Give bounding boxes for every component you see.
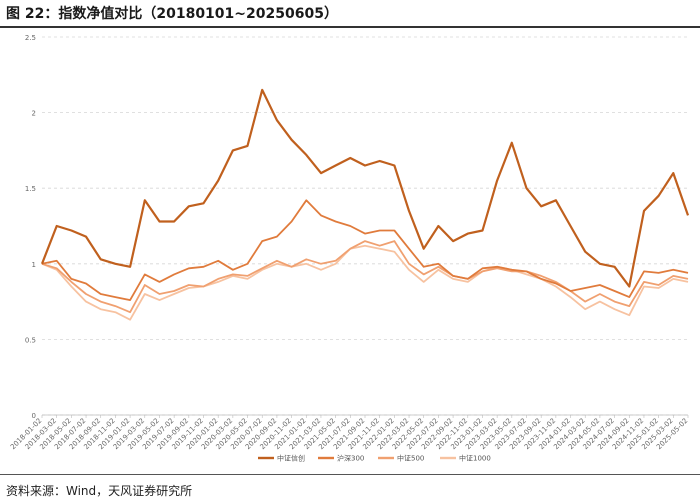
y-tick-label: 1.5 <box>25 185 36 193</box>
y-tick-label: 0.5 <box>25 336 36 344</box>
legend-label: 沪深300 <box>337 454 364 463</box>
y-tick-label: 0 <box>32 412 36 420</box>
line-chart: 00.511.522.52018-01-022018-03-022018-05-… <box>9 34 690 463</box>
series-line-1 <box>41 199 689 302</box>
series-line-0 <box>40 88 690 288</box>
title-bar: 图 22：指数净值对比（20180101~20250605） <box>0 0 700 28</box>
footer-divider <box>0 474 700 475</box>
y-tick-label: 2 <box>32 110 36 118</box>
series-line-2 <box>41 240 689 314</box>
y-tick-label: 2.5 <box>25 34 36 42</box>
source-note: 资料来源：Wind，天风证券研究所 <box>6 484 193 498</box>
legend-label: 中证1000 <box>459 454 491 463</box>
series-line-3 <box>41 244 689 321</box>
chart-title: 图 22：指数净值对比（20180101~20250605） <box>6 6 338 22</box>
y-tick-label: 1 <box>32 261 36 269</box>
legend-label: 中证500 <box>397 454 424 463</box>
legend-label: 中证信创 <box>277 454 305 463</box>
